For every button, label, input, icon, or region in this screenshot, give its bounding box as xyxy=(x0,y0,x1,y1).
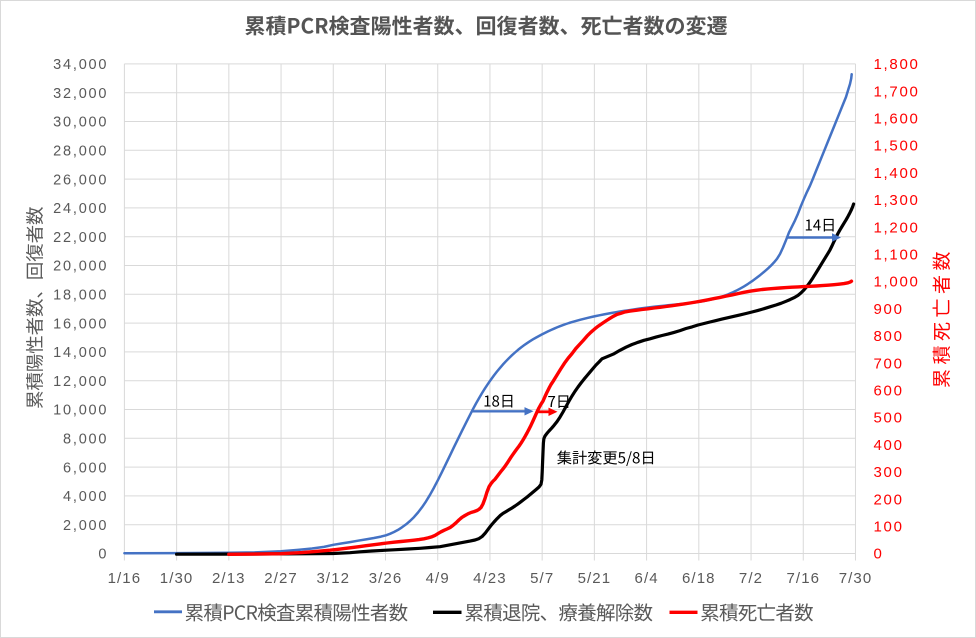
svg-text:0: 0 xyxy=(98,547,108,563)
svg-text:2/13: 2/13 xyxy=(212,570,246,587)
svg-text:1,700: 1,700 xyxy=(874,83,920,100)
svg-text:30,000: 30,000 xyxy=(53,115,108,131)
svg-text:500: 500 xyxy=(874,410,904,427)
svg-text:1,400: 1,400 xyxy=(874,165,920,182)
svg-text:12,000: 12,000 xyxy=(53,374,108,390)
svg-text:8,000: 8,000 xyxy=(63,432,108,448)
svg-text:28,000: 28,000 xyxy=(53,144,108,160)
svg-text:16,000: 16,000 xyxy=(53,316,108,332)
svg-text:1,100: 1,100 xyxy=(874,247,920,264)
svg-text:1,000: 1,000 xyxy=(874,274,920,291)
svg-text:5/21: 5/21 xyxy=(578,570,612,587)
svg-text:1/16: 1/16 xyxy=(108,570,142,587)
svg-text:4/9: 4/9 xyxy=(426,570,450,587)
svg-text:600: 600 xyxy=(874,383,904,400)
svg-text:3/12: 3/12 xyxy=(316,570,350,587)
svg-text:34,000: 34,000 xyxy=(53,57,108,73)
svg-text:800: 800 xyxy=(874,328,904,345)
svg-text:14,000: 14,000 xyxy=(53,345,108,361)
svg-text:18,000: 18,000 xyxy=(53,288,108,304)
svg-text:3/26: 3/26 xyxy=(369,570,403,587)
svg-text:10,000: 10,000 xyxy=(53,403,108,419)
svg-text:20,000: 20,000 xyxy=(53,259,108,275)
svg-text:1,200: 1,200 xyxy=(874,219,920,236)
svg-text:700: 700 xyxy=(874,355,904,372)
svg-text:32,000: 32,000 xyxy=(53,86,108,102)
svg-text:1,300: 1,300 xyxy=(874,192,920,209)
svg-text:2/27: 2/27 xyxy=(264,570,298,587)
svg-text:24,000: 24,000 xyxy=(53,201,108,217)
svg-text:0: 0 xyxy=(874,546,884,563)
svg-text:5/7: 5/7 xyxy=(530,570,554,587)
svg-text:100: 100 xyxy=(874,519,904,536)
svg-text:6/18: 6/18 xyxy=(682,570,716,587)
svg-text:300: 300 xyxy=(874,464,904,481)
svg-text:4,000: 4,000 xyxy=(63,489,108,505)
svg-text:900: 900 xyxy=(874,301,904,318)
svg-text:26,000: 26,000 xyxy=(53,172,108,188)
svg-text:7/16: 7/16 xyxy=(786,570,820,587)
svg-text:4/23: 4/23 xyxy=(473,570,507,587)
svg-text:2,000: 2,000 xyxy=(63,518,108,534)
svg-text:6/4: 6/4 xyxy=(635,570,659,587)
svg-text:7/2: 7/2 xyxy=(739,570,763,587)
svg-text:1,600: 1,600 xyxy=(874,111,920,128)
svg-text:1,800: 1,800 xyxy=(874,56,920,73)
svg-text:200: 200 xyxy=(874,491,904,508)
svg-text:400: 400 xyxy=(874,437,904,454)
svg-text:22,000: 22,000 xyxy=(53,230,108,246)
svg-text:7/30: 7/30 xyxy=(839,570,873,587)
svg-text:1/30: 1/30 xyxy=(160,570,194,587)
svg-text:6,000: 6,000 xyxy=(63,460,108,476)
svg-text:1,500: 1,500 xyxy=(874,138,920,155)
